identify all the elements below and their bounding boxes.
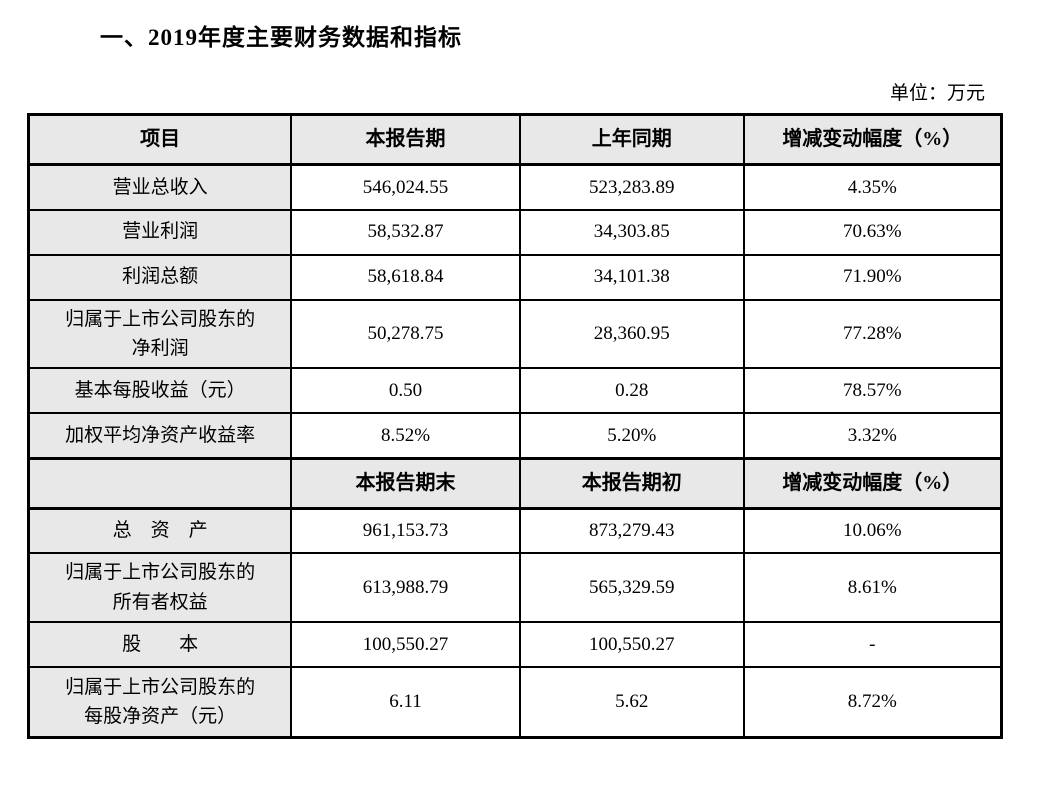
value-current: 58,532.87 (290, 208, 521, 256)
value-prior: 34,303.85 (518, 208, 745, 256)
row-label: 归属于上市公司股东的 每股净资产（元） (27, 666, 293, 739)
header-period-end: 本报告期末 (290, 456, 521, 510)
value-prior: 34,101.38 (518, 253, 745, 301)
value-current: 961,153.73 (290, 507, 521, 555)
table-row: 总 资 产 961,153.73 873,279.43 10.06% (27, 507, 1003, 555)
table-row: 利润总额 58,618.84 34,101.38 71.90% (27, 253, 1003, 301)
value-prior: 5.20% (518, 412, 745, 460)
table-row: 营业总收入 546,024.55 523,283.89 4.35% (27, 163, 1003, 211)
table-row: 归属于上市公司股东的 净利润 50,278.75 28,360.95 77.28… (27, 298, 1003, 370)
table-row: 股 本 100,550.27 100,550.27 - (27, 621, 1003, 669)
row-label: 营业总收入 (27, 163, 293, 211)
value-current: 8.52% (290, 412, 521, 460)
value-change: 77.28% (742, 298, 1003, 370)
table-row: 归属于上市公司股东的 每股净资产（元） 6.11 5.62 8.72% (27, 666, 1003, 739)
unit-label: 单位：万元 (889, 83, 985, 104)
value-current: 100,550.27 (290, 621, 521, 669)
value-prior: 565,329.59 (518, 552, 745, 624)
value-prior: 0.28 (518, 367, 745, 415)
page-title: 一、2019年度主要财务数据和指标 (100, 25, 462, 50)
row-label: 利润总额 (27, 253, 293, 301)
value-current: 546,024.55 (290, 163, 521, 211)
value-current: 58,618.84 (290, 253, 521, 301)
value-prior: 28,360.95 (518, 298, 745, 370)
value-prior: 5.62 (518, 666, 745, 739)
value-change: 4.35% (742, 163, 1003, 211)
row-label: 股 本 (27, 621, 293, 669)
table-row: 加权平均净资产收益率 8.52% 5.20% 3.32% (27, 412, 1003, 460)
row-label: 归属于上市公司股东的 所有者权益 (27, 552, 293, 624)
row-label: 加权平均净资产收益率 (27, 412, 293, 460)
financial-table: 项目 本报告期 上年同期 增减变动幅度（%） 营业总收入 546,024.55 … (27, 113, 1003, 739)
value-change: - (742, 621, 1003, 669)
value-current: 0.50 (290, 367, 521, 415)
value-prior: 873,279.43 (518, 507, 745, 555)
table-row: 归属于上市公司股东的 所有者权益 613,988.79 565,329.59 8… (27, 552, 1003, 624)
value-prior: 523,283.89 (518, 163, 745, 211)
header-item: 项目 (27, 113, 293, 166)
header-current-period: 本报告期 (290, 113, 521, 166)
table-header-row-balance: 本报告期末 本报告期初 增减变动幅度（%） (27, 456, 1003, 510)
value-change: 8.72% (742, 666, 1003, 739)
header-period-begin: 本报告期初 (518, 456, 745, 510)
row-label: 归属于上市公司股东的 净利润 (27, 298, 293, 370)
header-empty (27, 456, 293, 510)
value-change: 70.63% (742, 208, 1003, 256)
table-header-row-period: 项目 本报告期 上年同期 增减变动幅度（%） (27, 113, 1003, 166)
header-change-percent: 增减变动幅度（%） (742, 456, 1003, 510)
value-change: 10.06% (742, 507, 1003, 555)
table-row: 基本每股收益（元） 0.50 0.28 78.57% (27, 367, 1003, 415)
value-prior: 100,550.27 (518, 621, 745, 669)
header-change-percent: 增减变动幅度（%） (742, 113, 1003, 166)
value-change: 71.90% (742, 253, 1003, 301)
value-change: 8.61% (742, 552, 1003, 624)
row-label: 营业利润 (27, 208, 293, 256)
row-label: 总 资 产 (27, 507, 293, 555)
value-change: 78.57% (742, 367, 1003, 415)
value-current: 613,988.79 (290, 552, 521, 624)
value-current: 50,278.75 (290, 298, 521, 370)
value-change: 3.32% (742, 412, 1003, 460)
row-label: 基本每股收益（元） (27, 367, 293, 415)
header-prior-period: 上年同期 (518, 113, 745, 166)
value-current: 6.11 (290, 666, 521, 739)
table-row: 营业利润 58,532.87 34,303.85 70.63% (27, 208, 1003, 256)
